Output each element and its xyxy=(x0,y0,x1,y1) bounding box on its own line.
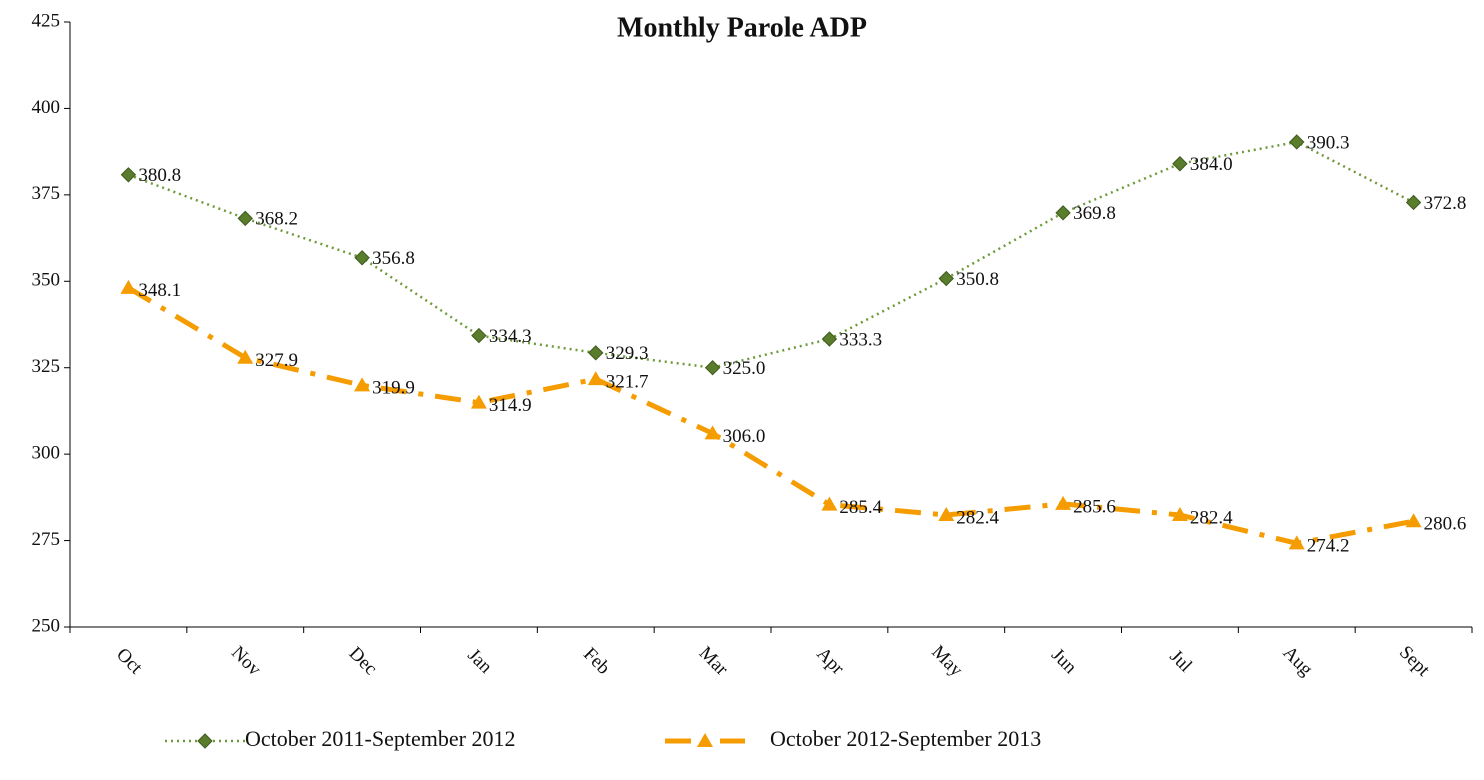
marker xyxy=(237,349,254,364)
x-tick-label: May xyxy=(927,641,967,681)
data-label: 369.8 xyxy=(1073,203,1116,224)
y-tick-label: 425 xyxy=(32,10,61,31)
marker xyxy=(1405,194,1422,211)
x-tick-label: Aug xyxy=(1279,642,1317,680)
chart-title: Monthly Parole ADP xyxy=(617,12,867,43)
marker xyxy=(120,279,137,294)
data-label: 380.8 xyxy=(138,165,181,186)
marker xyxy=(1055,205,1071,221)
data-label: 348.1 xyxy=(138,280,181,301)
x-tick-label: Nov xyxy=(227,642,265,680)
data-label: 319.9 xyxy=(372,378,415,399)
marker xyxy=(704,360,721,376)
x-tick-label: Jan xyxy=(463,645,496,678)
y-tick-label: 325 xyxy=(32,356,61,377)
data-label: 314.9 xyxy=(489,395,532,416)
legend-label: October 2011-September 2012 xyxy=(245,726,515,751)
data-label: 327.9 xyxy=(255,350,298,371)
marker xyxy=(704,425,721,440)
data-label: 334.3 xyxy=(489,326,532,347)
marker xyxy=(821,496,838,511)
marker xyxy=(697,733,713,747)
marker xyxy=(197,733,213,749)
x-tick-label: Dec xyxy=(345,643,381,679)
marker xyxy=(237,210,253,227)
series-line xyxy=(127,140,1415,369)
y-tick-label: 400 xyxy=(32,97,61,118)
data-label: 372.8 xyxy=(1424,193,1467,214)
marker xyxy=(1171,506,1188,521)
data-label: 274.2 xyxy=(1307,536,1350,557)
y-tick-label: 375 xyxy=(32,183,61,204)
marker xyxy=(1055,495,1072,510)
marker xyxy=(1288,535,1305,550)
x-tick-label: Feb xyxy=(579,644,614,679)
x-tick-label: Jun xyxy=(1047,644,1081,678)
y-tick-label: 300 xyxy=(32,443,61,464)
marker xyxy=(821,331,838,347)
y-tick-label: 250 xyxy=(32,615,61,636)
x-tick-label: Jul xyxy=(1165,646,1196,677)
marker xyxy=(1172,156,1188,172)
marker xyxy=(938,270,954,287)
x-tick-label: Sept xyxy=(1395,642,1434,681)
data-label: 325.0 xyxy=(723,358,766,379)
marker xyxy=(470,394,487,409)
legend-label: October 2012-September 2013 xyxy=(770,726,1041,751)
marker xyxy=(354,250,370,266)
marker xyxy=(471,327,487,344)
data-label: 390.3 xyxy=(1307,132,1350,153)
data-label: 321.7 xyxy=(606,371,649,392)
data-label: 282.4 xyxy=(1190,507,1233,528)
data-label: 329.3 xyxy=(606,343,649,364)
y-tick-label: 275 xyxy=(32,529,61,550)
data-label: 384.0 xyxy=(1190,154,1233,175)
data-label: 285.6 xyxy=(1073,496,1116,517)
data-label: 356.8 xyxy=(372,248,415,269)
series-line xyxy=(127,285,1415,546)
data-label: 350.8 xyxy=(956,269,999,290)
x-tick-label: Mar xyxy=(695,643,733,681)
data-label: 333.3 xyxy=(839,329,882,350)
marker xyxy=(587,371,604,386)
marker xyxy=(588,345,604,361)
x-tick-label: Apr xyxy=(812,643,848,679)
data-label: 306.0 xyxy=(723,426,766,447)
x-tick-label: Oct xyxy=(112,644,147,679)
marker xyxy=(1289,134,1305,150)
marker xyxy=(120,167,137,183)
data-label: 368.2 xyxy=(255,209,298,230)
marker xyxy=(354,377,371,392)
data-label: 282.4 xyxy=(956,507,999,528)
data-label: 285.4 xyxy=(839,497,882,518)
marker xyxy=(938,506,955,521)
y-tick-label: 350 xyxy=(32,270,61,291)
marker xyxy=(1405,513,1422,528)
data-label: 280.6 xyxy=(1424,514,1467,535)
